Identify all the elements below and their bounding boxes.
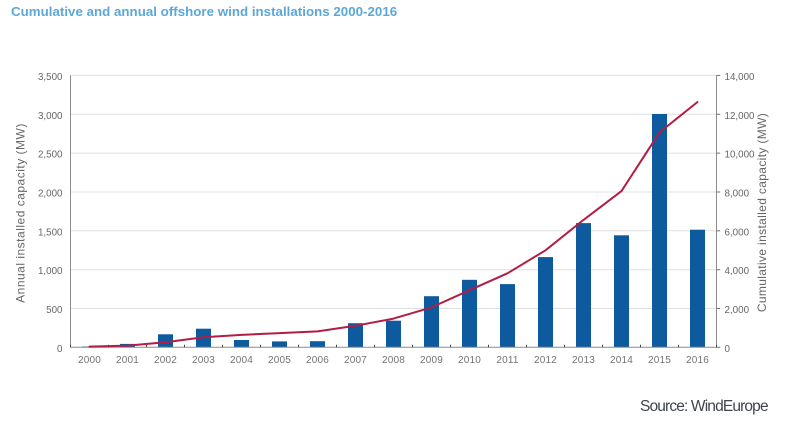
svg-text:Cumulative installed capacity: Cumulative installed capacity (MW) — [755, 113, 769, 312]
svg-text:2,500: 2,500 — [38, 150, 63, 161]
svg-text:6,000: 6,000 — [725, 227, 750, 238]
svg-text:3,000: 3,000 — [38, 111, 63, 122]
svg-text:2005: 2005 — [268, 355, 291, 366]
svg-text:2015: 2015 — [648, 355, 671, 366]
svg-text:0: 0 — [725, 344, 731, 355]
svg-text:2011: 2011 — [496, 355, 519, 366]
svg-text:3,500: 3,500 — [38, 72, 63, 83]
svg-text:1,500: 1,500 — [38, 227, 63, 238]
svg-text:500: 500 — [46, 305, 63, 316]
svg-text:2002: 2002 — [154, 355, 177, 366]
svg-text:0: 0 — [57, 344, 63, 355]
svg-text:2016: 2016 — [686, 355, 709, 366]
svg-text:2006: 2006 — [306, 355, 329, 366]
svg-text:1,000: 1,000 — [38, 266, 63, 277]
svg-text:2009: 2009 — [420, 355, 443, 366]
svg-text:14,000: 14,000 — [725, 72, 756, 83]
svg-text:12,000: 12,000 — [725, 111, 756, 122]
svg-text:2012: 2012 — [534, 355, 557, 366]
svg-text:4,000: 4,000 — [725, 266, 750, 277]
svg-text:Annual installed capacity (MW): Annual installed capacity (MW) — [14, 123, 28, 303]
svg-text:2007: 2007 — [344, 355, 367, 366]
svg-text:2004: 2004 — [230, 355, 253, 366]
svg-text:2008: 2008 — [382, 355, 405, 366]
svg-text:2014: 2014 — [610, 355, 633, 366]
svg-text:2003: 2003 — [192, 355, 215, 366]
svg-text:2001: 2001 — [116, 355, 139, 366]
svg-text:10,000: 10,000 — [725, 150, 756, 161]
svg-text:2010: 2010 — [458, 355, 481, 366]
svg-text:2000: 2000 — [78, 355, 101, 366]
svg-text:2013: 2013 — [572, 355, 595, 366]
svg-text:8,000: 8,000 — [725, 189, 750, 200]
svg-text:2,000: 2,000 — [38, 189, 63, 200]
svg-text:2,000: 2,000 — [725, 305, 750, 316]
